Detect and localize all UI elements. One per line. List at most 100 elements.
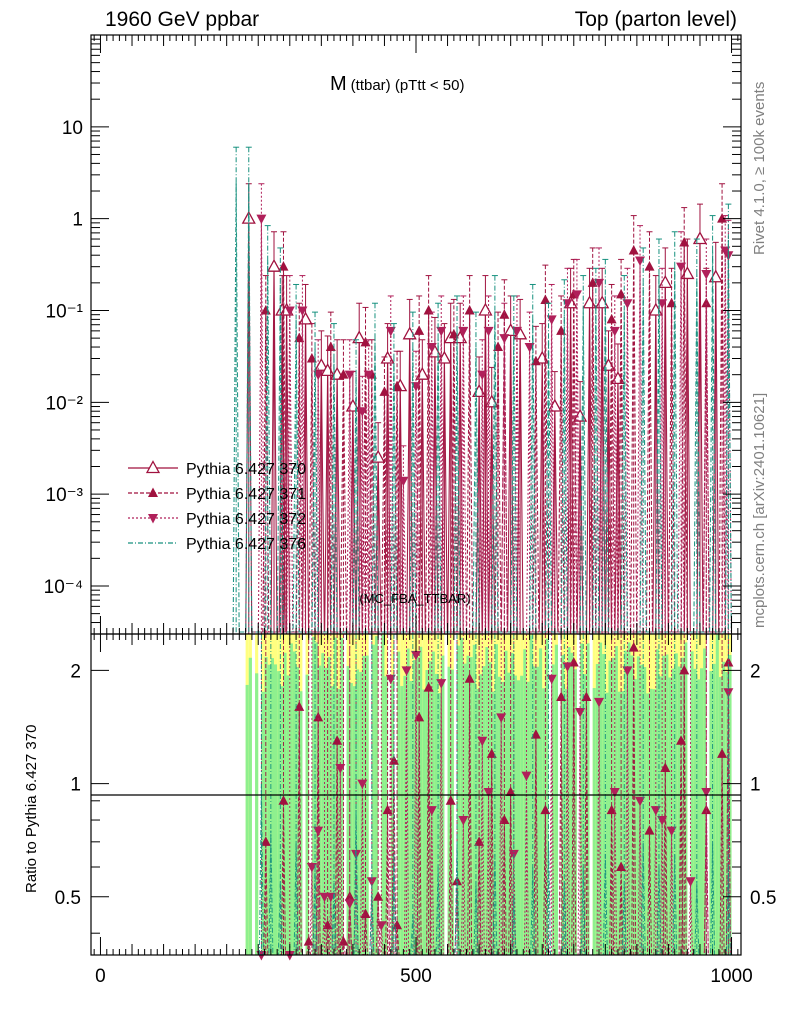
legend-marker bbox=[145, 460, 161, 474]
ratio-point bbox=[260, 836, 271, 846]
ratio-ylabel: Ratio to Pythia 6.427 370 bbox=[23, 725, 40, 893]
band-green bbox=[668, 677, 672, 955]
series-line bbox=[257, 218, 732, 633]
ratio-point bbox=[609, 787, 620, 798]
ratio-y-tick-label: 1 bbox=[70, 775, 81, 796]
band-green bbox=[510, 652, 514, 955]
band-green bbox=[277, 671, 281, 955]
data-point bbox=[499, 309, 510, 319]
legend: Pythia 6.427 370 Pythia 6.427 371 Pythia 6… bbox=[128, 460, 306, 553]
band-green bbox=[245, 684, 249, 955]
data-point bbox=[360, 336, 371, 347]
ratio-point bbox=[530, 729, 541, 739]
band-green bbox=[425, 670, 429, 955]
band-green bbox=[479, 674, 483, 955]
band-green bbox=[321, 653, 325, 955]
ratio-point bbox=[546, 674, 557, 685]
band-green bbox=[261, 691, 265, 955]
data-point bbox=[345, 398, 360, 412]
ratio-point bbox=[666, 826, 677, 837]
ratio-point bbox=[344, 899, 355, 909]
data-point bbox=[680, 266, 695, 280]
band-green bbox=[419, 646, 423, 955]
band-green bbox=[340, 638, 344, 955]
ratio-y-tick-label-right: 2 bbox=[750, 661, 761, 682]
mcplots-label: mcplots.cern.ch [arXiv:2401.10621] bbox=[751, 393, 768, 628]
band-green bbox=[264, 657, 268, 955]
band-green bbox=[580, 643, 584, 955]
data-point bbox=[701, 269, 712, 280]
band-green bbox=[296, 667, 300, 955]
band-green bbox=[409, 680, 413, 955]
data-point bbox=[547, 398, 562, 412]
band-green bbox=[677, 666, 682, 955]
band-green bbox=[728, 654, 732, 955]
band-green bbox=[431, 651, 435, 955]
data-point bbox=[297, 306, 308, 316]
ratio-point bbox=[679, 664, 690, 675]
band-green bbox=[573, 669, 577, 955]
ratio-point bbox=[464, 673, 475, 683]
data-point bbox=[546, 315, 557, 325]
x-tick-label: 0 bbox=[95, 966, 106, 987]
band-green bbox=[636, 656, 641, 955]
data-point bbox=[628, 245, 639, 255]
data-point bbox=[692, 231, 708, 245]
band-green bbox=[627, 642, 631, 955]
band-green bbox=[466, 655, 470, 955]
band-green bbox=[545, 638, 549, 955]
band-green bbox=[299, 691, 303, 955]
ratio-point bbox=[650, 806, 661, 816]
data-point bbox=[635, 256, 646, 267]
ratio-point bbox=[477, 736, 488, 747]
data-point bbox=[540, 294, 551, 305]
data-point bbox=[414, 325, 425, 335]
band-green bbox=[665, 654, 669, 955]
ratio-point bbox=[521, 771, 532, 782]
band-green bbox=[520, 675, 524, 955]
band-green bbox=[614, 646, 618, 955]
series-372 bbox=[256, 183, 734, 634]
main-series bbox=[232, 146, 734, 634]
band-green bbox=[602, 653, 606, 955]
band-green bbox=[523, 649, 527, 955]
data-point bbox=[306, 353, 317, 363]
band-green bbox=[535, 666, 540, 955]
ratio-point bbox=[676, 735, 687, 745]
ratio-point bbox=[717, 748, 728, 758]
ratio-point bbox=[414, 711, 425, 722]
band-green bbox=[352, 686, 357, 955]
band-green bbox=[390, 675, 394, 955]
ratio-point bbox=[306, 863, 317, 873]
ratio-point bbox=[284, 951, 295, 961]
ratio-y-tick-label: 2 bbox=[70, 661, 81, 682]
band-green bbox=[652, 689, 656, 955]
ratio-point bbox=[294, 701, 305, 711]
data-point bbox=[398, 476, 409, 487]
main-panel: 10 1 10⁻¹ 10⁻² 10⁻³ 10⁻⁴ M (ttbar) (pTtt < 50)… bbox=[44, 34, 742, 635]
band-green bbox=[595, 664, 600, 955]
data-point bbox=[616, 288, 627, 299]
ratio-point bbox=[486, 748, 497, 758]
main-axes: 10 1 10⁻¹ 10⁻² 10⁻³ 10⁻⁴ bbox=[44, 34, 741, 635]
band-green bbox=[640, 664, 644, 955]
ratio-y-tick-label-right: 1 bbox=[750, 775, 761, 796]
band-green bbox=[422, 689, 426, 955]
data-point bbox=[609, 326, 620, 337]
band-green bbox=[450, 669, 454, 955]
band-green bbox=[469, 657, 473, 955]
ratio-point bbox=[256, 951, 267, 961]
main-title: M (ttbar) (pTtt < 50) bbox=[330, 73, 464, 95]
band-green bbox=[532, 666, 536, 955]
band-green bbox=[611, 657, 615, 955]
legend-label: Pythia 6.427 372 bbox=[186, 511, 306, 528]
legend-label: Pythia 6.427 376 bbox=[186, 536, 306, 553]
data-point bbox=[426, 343, 437, 353]
ratio-point bbox=[594, 697, 605, 708]
ratio-point bbox=[313, 711, 324, 722]
data-point bbox=[278, 261, 289, 271]
ratio-point bbox=[483, 787, 494, 798]
band-green bbox=[463, 663, 467, 955]
legend-item: Pythia 6.427 370 bbox=[128, 460, 306, 478]
data-point bbox=[644, 261, 655, 271]
